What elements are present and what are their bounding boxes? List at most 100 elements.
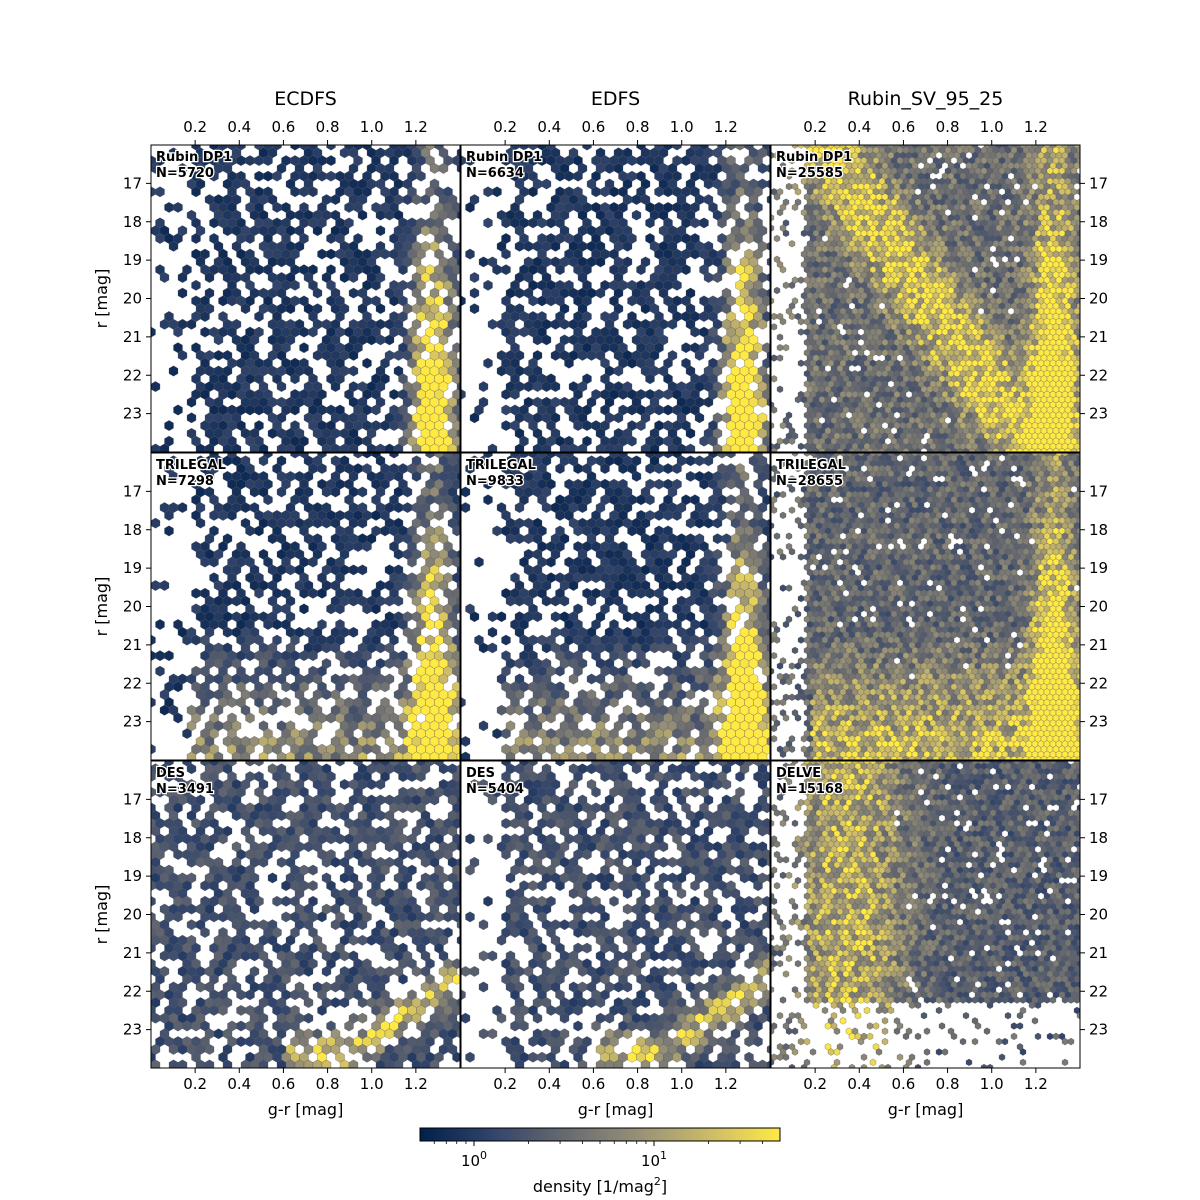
hexbin-cell [462,218,471,228]
hexbin-cell [1076,271,1080,279]
hexbin-cell [357,209,368,221]
hexbin-cell [456,288,460,298]
hexbin-cell [757,318,768,330]
hexbin-cell [209,170,219,182]
hexbin-cell [528,145,538,151]
hexbin-cell [168,365,179,377]
hexbin-cell [151,580,161,591]
hexbin-cell [348,365,359,377]
hexbin-cell [371,404,381,416]
hexbin-cell [1076,260,1080,269]
hexbin-cell [164,420,174,431]
hexbin-cell [797,359,805,367]
hexbin-cell [1079,288,1080,293]
hexbin-cell [290,279,300,291]
hexbin-cell [717,217,727,229]
hexbin-cell [469,412,480,424]
hexbin-cell [631,209,642,221]
hexbin-cell [550,240,561,252]
hexbin-cell [186,318,197,330]
hexbin-cell [168,147,179,159]
hexbin-cell [371,279,381,291]
hexbin-cell [501,420,511,431]
hexbin-cell [462,420,471,430]
x-tick-label: 1.2 [1024,118,1048,136]
hexbin-cell [851,359,859,367]
hexbin-cell [776,354,784,362]
hexbin-cell [177,272,188,283]
hexbin-cell [1076,240,1080,248]
y-tick-label: 18 [123,213,142,231]
hexbin-cell [779,151,787,160]
y-tick-label: 21 [123,328,142,346]
y-tick-label: 18 [1089,213,1108,231]
hexbin-cell [402,502,413,513]
hexbin-cell [456,413,460,423]
hexbin-cell [797,318,805,326]
hexbin-cell [582,145,592,151]
hexbin-cell [326,155,336,166]
hexbin-cell [456,397,460,407]
hexbin-cell [1076,208,1080,217]
hexbin-cell [1079,444,1080,449]
hexbin-cell [645,373,655,385]
hexbin-cell [191,587,201,599]
hexbin-cell [555,264,565,276]
hexbin-cell [595,256,606,268]
hexbin-cell [1079,174,1080,179]
hexbin-cell [1079,309,1080,314]
hexbin-cell [1079,267,1080,272]
hexbin-cell [595,287,606,299]
hexbin-cell [191,186,201,198]
hexbin-cell [461,389,466,400]
x-tick-label: 0.2 [493,118,517,136]
hexbin-cell [541,178,552,190]
hexbin-cell [462,405,471,415]
hexbin-cell [645,217,655,229]
hexbin-cell [510,389,520,400]
hexbin-cell [791,145,799,149]
hexbin-cell [456,148,460,158]
x-tick-label: 0.8 [936,118,960,136]
hexbin-layer [151,453,460,760]
y-tick-label: 23 [123,405,142,423]
hexbin-cell [766,195,770,205]
hexbin-cell [348,287,359,299]
hexbin-cell [191,279,201,291]
hexbin-cell [1079,205,1080,210]
hexbin-cell [1079,340,1080,345]
hexbin-cell [258,443,269,452]
hexbin-cell [622,240,633,252]
hexbin-cell [483,357,493,369]
hexbin-cell [245,155,255,166]
hexbin-cell [1076,146,1080,154]
panel-dataset-label: Rubin DP1 [776,150,852,165]
panel-count-label: N=6634 [466,166,524,181]
x-tick-label: 1.2 [714,118,738,136]
hexbin-cell [312,225,323,237]
hexbin-cell [782,344,790,352]
hexbin-cell [177,502,188,513]
hexbin-cell [456,366,460,376]
hexbin-cell [1079,361,1080,366]
hexbin-cell [1079,423,1080,428]
hexbin-cell [694,412,705,424]
hexbin-cell [159,272,170,283]
hexbin-cell [204,272,215,283]
hexbin-cell [299,342,309,354]
hexbin-cell [627,435,637,447]
hexbin-cell [1076,229,1080,237]
y-tick-label: 22 [1089,366,1108,384]
hexbin-cell [514,443,525,452]
hexbin-cell [456,257,460,267]
hexbin-cell [384,334,395,346]
hexbin-cell [151,381,161,392]
x-tick-label: 0.4 [847,118,871,136]
hexbin-cell [231,443,242,452]
hexbin-cell [613,412,624,424]
hexbin-cell [1080,453,1086,460]
hexbin-cell [200,311,210,322]
hexbin-cell [164,202,174,213]
